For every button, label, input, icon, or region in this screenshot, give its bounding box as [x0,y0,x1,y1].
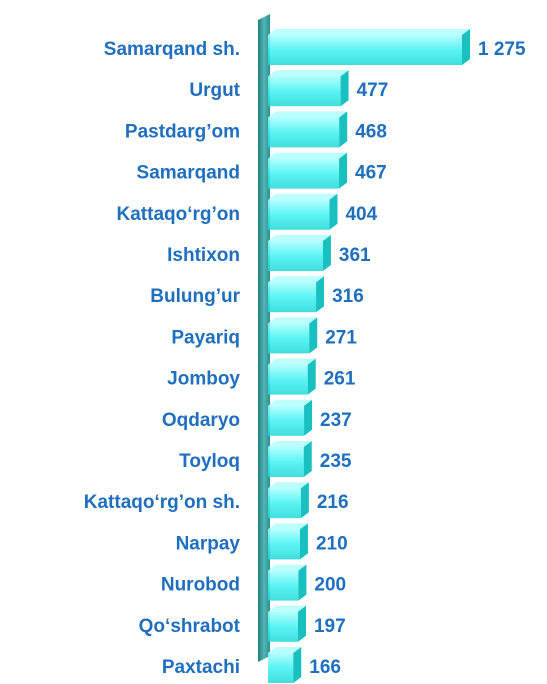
category-label: Samarqand [137,163,240,184]
bar-top [268,482,309,489]
bar [268,441,312,477]
bar-front [268,488,301,519]
category-label: Narpay [176,533,241,554]
category-label: Oqdaryo [162,410,240,431]
bar-top [268,111,348,118]
bar [268,317,318,354]
bar-side [329,193,338,230]
bar-side [299,523,308,560]
value-label: 237 [320,410,352,431]
value-label: 468 [355,121,387,142]
bar-side [304,399,313,436]
value-label: 261 [324,369,356,390]
category-label: Paxtachi [162,657,240,678]
bar-top [268,523,308,530]
category-label: Pastdarg’om [125,121,240,142]
category-label: Qo‘shrabot [139,616,241,637]
bar [268,358,316,395]
bar [268,193,338,230]
bar [268,523,308,560]
category-label: Toyloq [179,451,240,472]
category-label: Urgut [189,80,240,101]
bar-front [268,405,305,436]
bar-front [268,241,323,271]
bar [268,70,349,107]
bar-top [268,152,348,159]
bar-side [297,605,306,642]
bar-top [268,647,302,653]
bar-top [268,605,306,612]
bar-top [268,193,338,200]
value-label: 316 [332,286,364,307]
bar-front [268,323,310,354]
axis-wall [258,14,270,662]
bar-front [268,76,341,107]
category-label: Payariq [171,327,240,348]
bar-side [303,441,312,477]
bar-side [322,235,331,271]
bar-top [268,399,313,406]
bar [268,605,306,642]
bar-top [268,29,470,35]
bar [268,111,348,148]
bar-top [268,564,307,571]
bar [268,152,348,189]
bar-top [268,317,318,324]
value-label: 235 [320,451,352,472]
bar-side [300,482,309,519]
value-label: 1 275 [478,39,526,60]
value-label: 271 [325,327,357,348]
bar-side [309,317,318,354]
bar [268,235,331,271]
bar-front [268,282,317,313]
value-label: 197 [314,616,346,637]
bar-front [268,35,462,65]
category-label: Bulung’ur [150,286,240,307]
value-label: 166 [309,657,341,678]
category-label: Kattaqo‘rg’on sh. [84,492,240,513]
category-label: Ishtixon [167,245,240,266]
bar-side [307,358,316,395]
bar [268,276,325,313]
bar-top [268,70,349,77]
bar-top [268,358,316,365]
category-label: Nurobod [161,575,240,596]
category-label: Kattaqo‘rg’on [117,204,241,225]
bar [268,29,470,65]
value-label: 361 [339,245,371,266]
bar [268,564,307,601]
bar-front [268,117,340,148]
bar-side [298,564,307,601]
bar-side [316,276,325,313]
value-label: 404 [345,204,377,225]
value-label: 477 [357,80,389,101]
value-label: 200 [314,575,346,596]
bar [268,399,313,436]
bar-side [462,29,470,65]
bar-front [268,653,294,683]
bar-top [268,276,325,283]
bar-front [268,158,340,189]
bar-front [268,611,298,642]
bars [268,29,470,683]
value-label: 210 [316,533,348,554]
value-label: 467 [355,163,387,184]
bar-side [339,152,348,189]
bar-front [268,447,304,477]
bar-front [268,199,330,230]
bar-top [268,235,331,241]
bar-side [340,70,349,107]
bar-top [268,441,312,447]
value-label: 216 [317,492,349,513]
bar [268,482,309,519]
bar [268,647,302,683]
bar-side [293,647,302,683]
bar-front [268,529,300,560]
bar-side [339,111,348,148]
bar-front [268,570,299,601]
bar-front [268,364,308,395]
category-label: Jomboy [167,369,240,390]
category-label: Samarqand sh. [104,39,240,60]
